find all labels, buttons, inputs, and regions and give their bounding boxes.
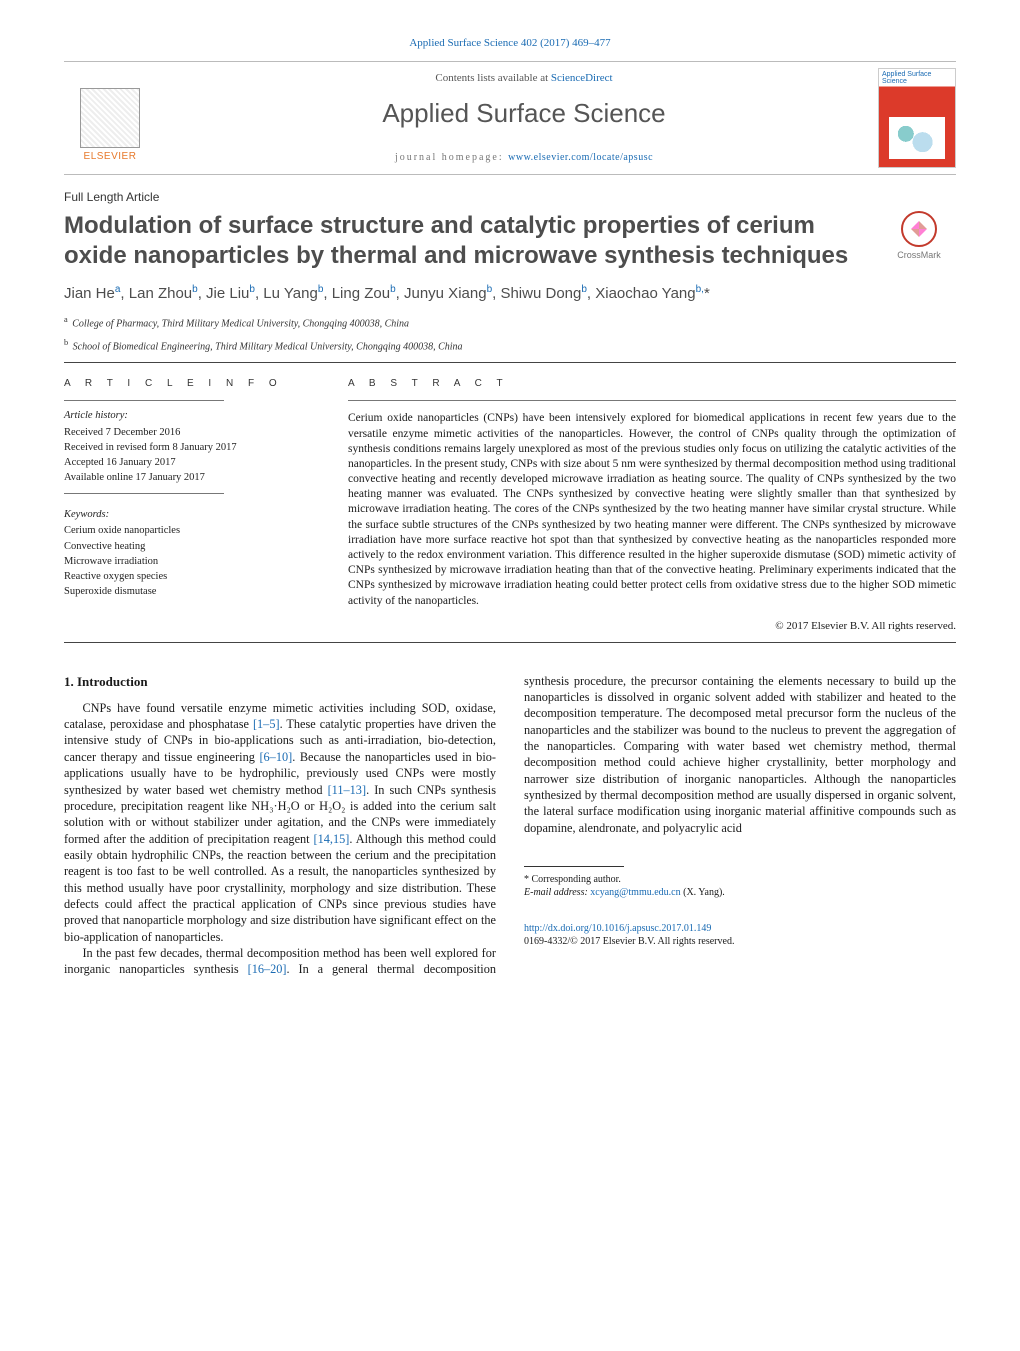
- article-history: Article history: Received 7 December 201…: [64, 409, 320, 485]
- sciencedirect-link[interactable]: ScienceDirect: [551, 72, 613, 84]
- ref-link-14-15[interactable]: [14,15]: [314, 832, 350, 846]
- corresponding-email-link[interactable]: xcyang@tmmu.edu.cn: [590, 887, 680, 898]
- corresponding-author-label: * Corresponding author.: [524, 873, 956, 886]
- journal-name: Applied Surface Science: [170, 96, 878, 131]
- doi-block: http://dx.doi.org/10.1016/j.apsusc.2017.…: [524, 922, 956, 948]
- history-revised: Received in revised form 8 January 2017: [64, 441, 320, 455]
- journal-homepage-link[interactable]: www.elsevier.com/locate/apsusc: [508, 152, 653, 163]
- email-author-suffix: (X. Yang).: [681, 887, 725, 898]
- footnote-rule: [524, 866, 624, 867]
- history-label: Article history:: [64, 409, 320, 423]
- publisher-logo: ELSEVIER: [64, 72, 156, 164]
- history-accepted: Accepted 16 January 2017: [64, 456, 320, 470]
- cover-title: Applied Surface Science: [882, 71, 955, 85]
- doi-link[interactable]: http://dx.doi.org/10.1016/j.apsusc.2017.…: [524, 923, 711, 934]
- article-title: Modulation of surface structure and cata…: [64, 211, 868, 271]
- ref-link-6-10[interactable]: [6–10]: [259, 750, 292, 764]
- keywords-block: Keywords: Cerium oxide nanoparticles Con…: [64, 508, 320, 599]
- homepage-prefix: journal homepage:: [395, 152, 508, 163]
- abstract-rule: [348, 400, 956, 401]
- history-received: Received 7 December 2016: [64, 426, 320, 440]
- publisher-name: ELSEVIER: [84, 150, 137, 164]
- keyword-2: Convective heating: [64, 540, 320, 554]
- abstract-bottom-rule: [64, 642, 956, 643]
- abstract-text: Cerium oxide nanoparticles (CNPs) have b…: [348, 411, 956, 608]
- journal-masthead: ELSEVIER Contents lists available at Sci…: [64, 61, 956, 175]
- affiliation-b: b School of Biomedical Engineering, Thir…: [64, 337, 956, 354]
- issn-copyright-line: 0169-4332/© 2017 Elsevier B.V. All right…: [524, 936, 734, 947]
- keywords-label: Keywords:: [64, 508, 320, 522]
- corresponding-author-footnote: * Corresponding author. E-mail address: …: [524, 866, 956, 900]
- affil-text-b: School of Biomedical Engineering, Third …: [73, 341, 463, 352]
- sd-prefix: Contents lists available at: [435, 72, 550, 84]
- crossmark-icon: [901, 211, 937, 247]
- keyword-4: Reactive oxygen species: [64, 570, 320, 584]
- ref-link-11-13[interactable]: [11–13]: [328, 783, 366, 797]
- journal-cover-thumbnail: Applied Surface Science: [878, 68, 956, 168]
- article-info-heading: A R T I C L E I N F O: [64, 377, 320, 391]
- info-rule-top: [64, 400, 224, 401]
- divider-rule: [64, 362, 956, 363]
- abstract-copyright: © 2017 Elsevier B.V. All rights reserved…: [348, 619, 956, 634]
- intro-paragraph-1: CNPs have found versatile enzyme mimetic…: [64, 700, 496, 945]
- cover-image-icon: [889, 117, 945, 159]
- info-rule-mid: [64, 493, 224, 494]
- section-1-heading: 1. Introduction: [64, 673, 496, 690]
- sciencedirect-line: Contents lists available at ScienceDirec…: [170, 71, 878, 86]
- ref-link-1-5[interactable]: [1–5]: [253, 717, 280, 731]
- affiliation-a: a College of Pharmacy, Third Military Me…: [64, 314, 956, 331]
- affil-sup-b: b: [64, 338, 68, 347]
- crossmark-badge[interactable]: CrossMark: [882, 211, 956, 261]
- running-head-citation: Applied Surface Science 402 (2017) 469–4…: [64, 36, 956, 51]
- ref-link-16-20[interactable]: [16–20]: [248, 962, 287, 976]
- article-body: 1. Introduction CNPs have found versatil…: [64, 673, 956, 978]
- abstract-heading: A B S T R A C T: [348, 377, 956, 391]
- article-type: Full Length Article: [64, 189, 956, 205]
- keyword-5: Superoxide dismutase: [64, 585, 320, 599]
- corresponding-email-line: E-mail address: xcyang@tmmu.edu.cn (X. Y…: [524, 886, 956, 899]
- keyword-1: Cerium oxide nanoparticles: [64, 524, 320, 538]
- keyword-3: Microwave irradiation: [64, 555, 320, 569]
- author-list: Jian Hea, Lan Zhoub, Jie Liub, Lu Yangb,…: [64, 283, 956, 304]
- history-online: Available online 17 January 2017: [64, 471, 320, 485]
- affil-sup-a: a: [64, 315, 68, 324]
- journal-homepage-line: journal homepage: www.elsevier.com/locat…: [170, 151, 878, 165]
- elsevier-tree-icon: [80, 88, 140, 148]
- affil-text-a: College of Pharmacy, Third Military Medi…: [72, 319, 409, 330]
- crossmark-label: CrossMark: [897, 250, 941, 260]
- email-label: E-mail address:: [524, 887, 590, 898]
